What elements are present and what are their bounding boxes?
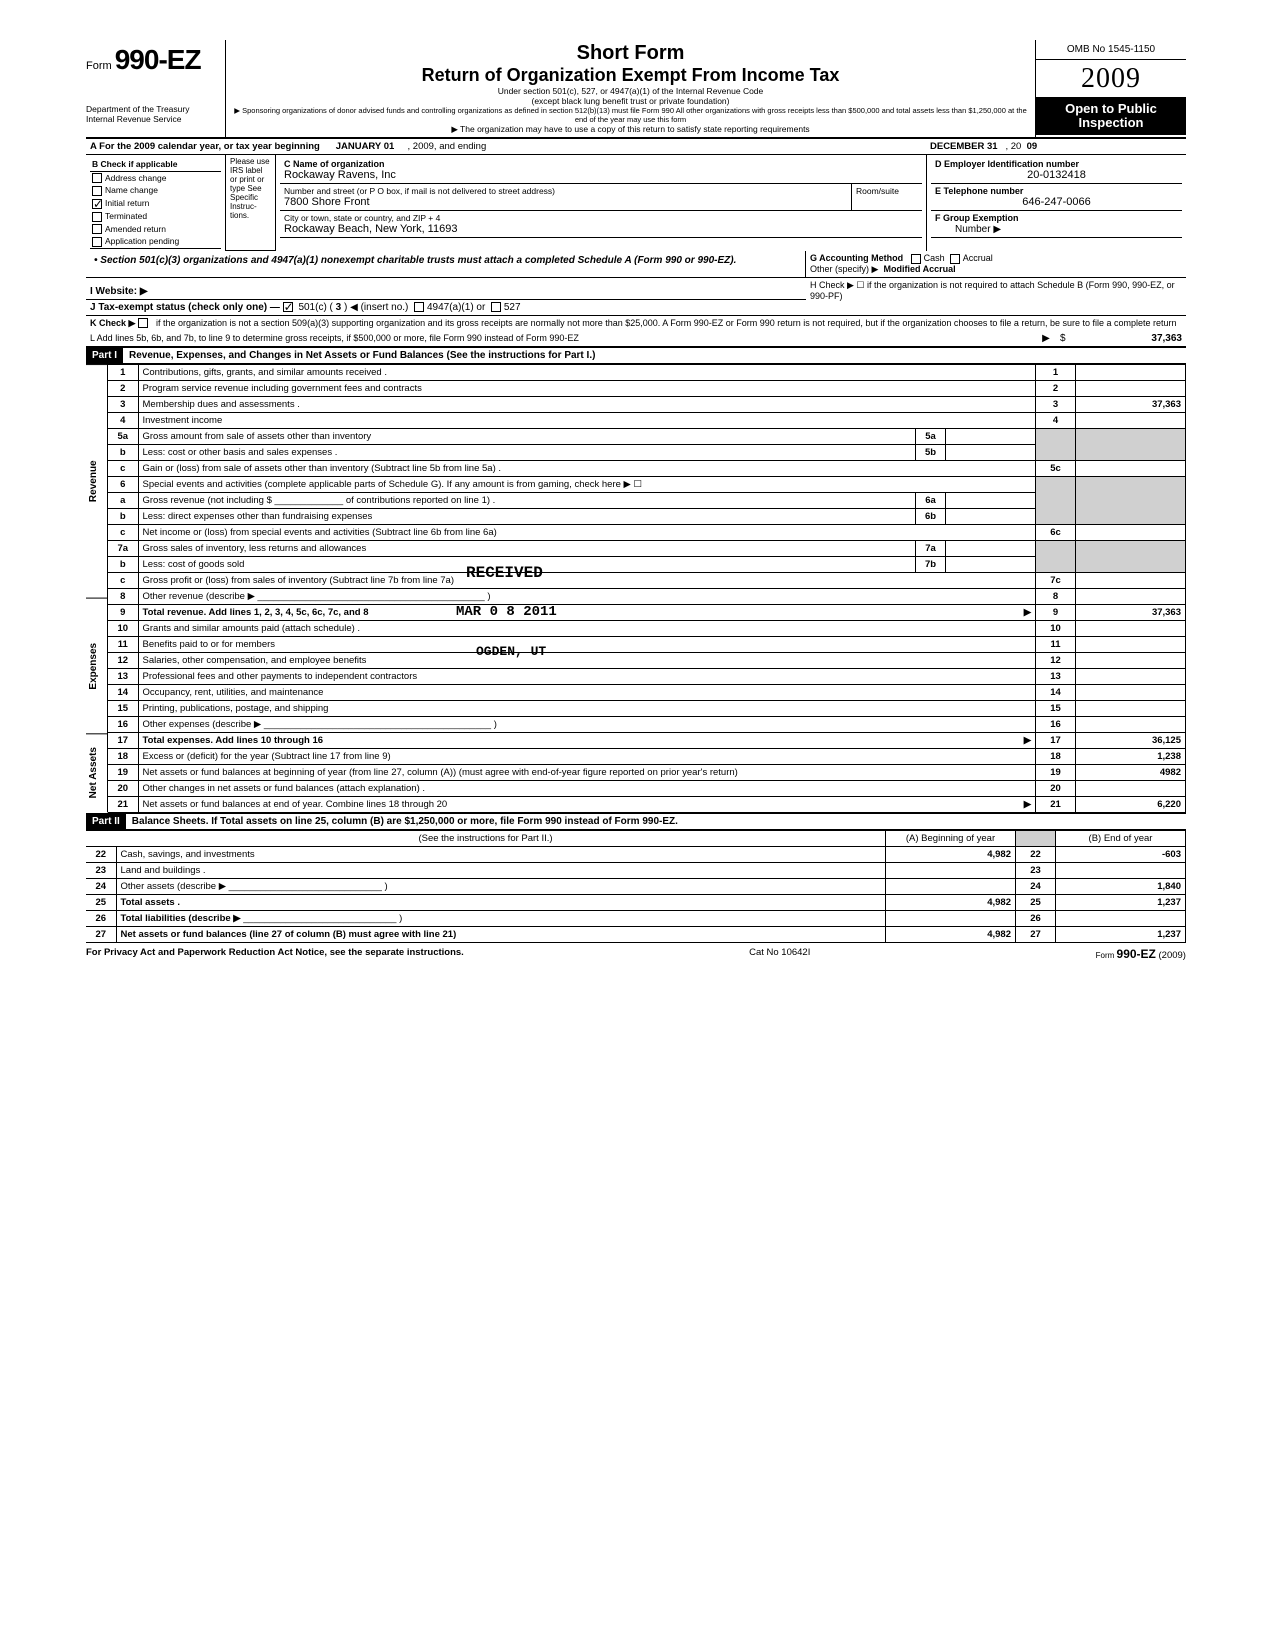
title-short-form: Short Form [234, 42, 1027, 65]
checkbox-527[interactable] [491, 302, 501, 312]
section-i: I Website: ▶ [90, 286, 148, 297]
subtitle-2: (except black lung benefit trust or priv… [234, 96, 1027, 106]
l25b: 1,237 [1056, 894, 1186, 910]
lines-table: 1Contributions, gifts, grants, and simil… [108, 364, 1186, 813]
checkbox-name-change[interactable] [92, 186, 102, 196]
room-suite: Room/suite [852, 184, 922, 210]
stamp-received: RECEIVED [466, 564, 543, 582]
vert-revenue: Revenue [86, 364, 108, 598]
gross-receipts: 37,363 [1076, 331, 1186, 346]
balance-table: (See the instructions for Part II.) (A) … [86, 830, 1186, 943]
l27b: 1,237 [1056, 926, 1186, 942]
bullet-501c3: • Section 501(c)(3) organizations and 49… [86, 251, 806, 277]
subtitle-3: ▶ Sponsoring organizations of donor advi… [234, 106, 1027, 124]
begin-date: JANUARY 01 [336, 141, 395, 152]
section-b: B Check if applicable Address change Nam… [86, 155, 226, 252]
tax-year: 2009 [1036, 60, 1186, 98]
section-k: K Check ▶ if the organization is not a s… [86, 316, 1186, 331]
stamp-ogden: OGDEN, UT [476, 644, 546, 659]
section-a: A For the 2009 calendar year, or tax yea… [86, 139, 1186, 155]
section-def: D Employer Identification number 20-0132… [926, 155, 1186, 252]
end-date: DECEMBER 31 [930, 141, 998, 152]
city: Rockaway Beach, New York, 11693 [284, 223, 918, 235]
footer: For Privacy Act and Paperwork Reduction … [86, 943, 1186, 961]
checkbox-4947[interactable] [414, 302, 424, 312]
stamp-date: MAR 0 8 2011 [456, 604, 557, 620]
omb-number: OMB No 1545-1150 [1036, 40, 1186, 60]
form-header: Form 990-EZ Department of the Treasury I… [86, 40, 1186, 139]
line-19-amt: 4982 [1076, 764, 1186, 780]
org-name: Rockaway Ravens, Inc [284, 169, 918, 181]
open-to-public: Open to Public Inspection [1036, 98, 1186, 135]
l22b: -603 [1056, 846, 1186, 862]
form-990ez: Form 990-EZ Department of the Treasury I… [86, 40, 1186, 961]
line-18-amt: 1,238 [1076, 748, 1186, 764]
checkbox-501c[interactable] [283, 302, 293, 312]
checkbox-k[interactable] [138, 318, 148, 328]
checkbox-cash[interactable] [911, 254, 921, 264]
accounting-other: Modified Accrual [883, 264, 955, 274]
l24b: 1,840 [1056, 878, 1186, 894]
part-1-header: Part I Revenue, Expenses, and Changes in… [86, 347, 1186, 364]
section-c: C Name of organization Rockaway Ravens, … [276, 155, 926, 252]
title-return: Return of Organization Exempt From Incom… [234, 65, 1027, 86]
line-17-amt: 36,125 [1076, 732, 1186, 748]
vert-expenses: Expenses [86, 598, 108, 734]
line-3-amt: 37,363 [1076, 396, 1186, 412]
line-21-amt: 6,220 [1076, 796, 1186, 812]
l25a: 4,982 [886, 894, 1016, 910]
l22a: 4,982 [886, 846, 1016, 862]
section-j: J Tax-exempt status (check only one) — 5… [86, 299, 806, 315]
checkbox-accrual[interactable] [950, 254, 960, 264]
subtitle-4: ▶ The organization may have to use a cop… [234, 124, 1027, 134]
part-2-header: Part II Balance Sheets. If Total assets … [86, 813, 1186, 830]
section-h: H Check ▶ ☐ if the organization is not r… [806, 278, 1186, 315]
phone: 646-247-0066 [935, 196, 1178, 208]
subtitle-1: Under section 501(c), 527, or 4947(a)(1)… [234, 86, 1027, 96]
checkbox-amended[interactable] [92, 224, 102, 234]
please-use-irs: Please use IRS label or print or type Se… [226, 155, 276, 252]
street: 7800 Shore Front [284, 196, 847, 208]
vert-net-assets: Net Assets [86, 733, 108, 812]
checkbox-app-pending[interactable] [92, 237, 102, 247]
section-g: G Accounting Method Cash Accrual Other (… [806, 251, 1186, 277]
section-l: L Add lines 5b, 6b, and 7b, to line 9 to… [86, 331, 1186, 347]
checkbox-address-change[interactable] [92, 173, 102, 183]
l27a: 4,982 [886, 926, 1016, 942]
checkbox-initial-return[interactable] [92, 199, 102, 209]
form-number: Form 990-EZ [86, 44, 219, 76]
line-9-amt: 37,363 [1076, 604, 1186, 620]
checkbox-terminated[interactable] [92, 212, 102, 222]
dept: Department of the Treasury Internal Reve… [86, 104, 219, 124]
ein: 20-0132418 [935, 169, 1178, 181]
